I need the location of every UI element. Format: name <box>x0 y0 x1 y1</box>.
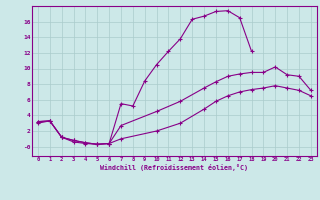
X-axis label: Windchill (Refroidissement éolien,°C): Windchill (Refroidissement éolien,°C) <box>100 164 248 171</box>
